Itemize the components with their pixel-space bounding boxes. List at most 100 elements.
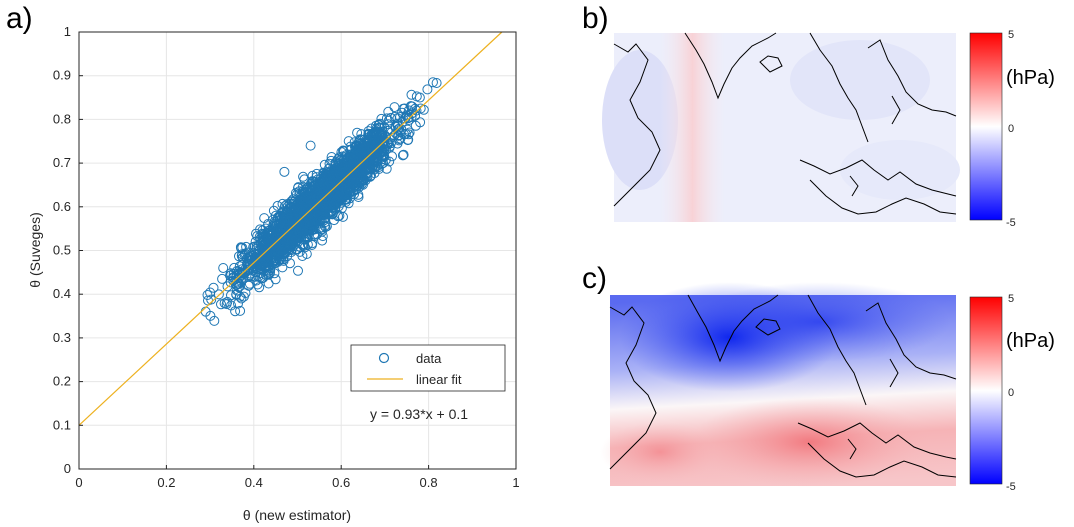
data-point: [264, 243, 275, 254]
fit-equation: y = 0.93*x + 0.1: [370, 406, 468, 422]
map-c-field: [600, 282, 956, 487]
data-point: [290, 224, 301, 235]
data-point: [318, 182, 329, 193]
data-point: [403, 134, 414, 145]
colorbar-b-tick-max: 5: [1008, 29, 1014, 41]
data-point: [268, 257, 279, 268]
data-point: [355, 150, 366, 161]
y-tick-label: 0.1: [53, 417, 71, 432]
data-point: [276, 251, 287, 262]
y-tick-label: 0.3: [53, 330, 71, 345]
x-axis-label: θ (new estimator): [243, 507, 351, 523]
data-point: [395, 133, 406, 144]
data-point: [209, 315, 220, 326]
data-point: [363, 150, 374, 161]
data-point: [291, 229, 302, 240]
data-point: [356, 146, 367, 157]
data-point: [364, 143, 375, 154]
colorbar-c-tick-min: -5: [1006, 481, 1016, 493]
fit-line: [78, 31, 503, 426]
data-point: [263, 269, 274, 280]
data-point: [285, 214, 296, 224]
data-point: [304, 223, 315, 234]
data-point: [234, 291, 245, 302]
data-point: [377, 131, 388, 142]
data-point: [240, 248, 251, 259]
data-point: [205, 287, 216, 298]
data-point: [298, 181, 308, 192]
data-point: [304, 219, 315, 230]
legend-data-marker: [378, 352, 390, 364]
data-point: [295, 241, 306, 252]
data-point: [334, 191, 345, 202]
data-point: [251, 261, 262, 272]
data-point: [385, 112, 396, 123]
data-point: [295, 231, 306, 242]
data-point: [354, 139, 365, 149]
data-point: [398, 149, 409, 160]
y-tick-label: 0.2: [53, 374, 71, 389]
data-point: [233, 298, 243, 309]
data-point: [357, 144, 368, 155]
data-point: [251, 228, 261, 239]
data-point: [393, 123, 404, 134]
data-point: [219, 298, 230, 309]
data-point: [362, 167, 373, 178]
data-point: [363, 128, 374, 139]
data-point: [338, 211, 348, 222]
colorbar-b-tick-min: -5: [1006, 217, 1016, 229]
data-points: [200, 77, 442, 326]
y-tick-label: 0.4: [53, 286, 71, 301]
legend-fit-label: linear fit: [416, 372, 462, 387]
x-tick-label: 1: [512, 475, 519, 490]
data-point: [286, 247, 297, 258]
x-tick-label: 0.6: [332, 475, 350, 490]
data-point: [309, 193, 320, 204]
data-point: [271, 243, 282, 254]
data-point: [273, 256, 284, 267]
data-point: [320, 201, 331, 212]
colorbar-c: [969, 296, 1003, 485]
data-point: [289, 205, 300, 216]
map-b: 5 0 -5 (hPa): [602, 29, 1055, 229]
data-point: [243, 265, 254, 276]
data-point: [379, 135, 390, 146]
data-point: [397, 150, 408, 161]
grid-lines: [78, 31, 517, 470]
data-point: [259, 213, 270, 224]
data-point: [230, 279, 241, 290]
data-point: [263, 278, 274, 289]
data-point: [304, 191, 315, 201]
map-b-field: [602, 33, 960, 222]
fit-line-group: [78, 31, 503, 426]
data-point: [318, 186, 329, 197]
scatter-chart: 0 0.2 0.4 0.6 0.8 1 0 0.1 0.2 0.3 0.4 0.5 0.6 0.7 0.8 0…: [27, 24, 520, 523]
colorbar-b-tick-mid: 0: [1008, 123, 1014, 135]
data-point: [313, 208, 324, 218]
data-point: [319, 205, 330, 216]
data-point: [304, 216, 315, 227]
data-point: [328, 165, 339, 176]
data-point: [226, 270, 237, 281]
data-point: [263, 226, 274, 237]
data-point: [235, 305, 246, 316]
data-point: [404, 127, 415, 138]
data-point: [339, 174, 350, 184]
x-tick-label: 0: [75, 475, 82, 490]
data-point: [377, 122, 387, 133]
data-point: [273, 245, 284, 256]
data-point: [321, 199, 332, 210]
data-point: [331, 197, 341, 208]
data-point: [312, 206, 323, 217]
data-point: [316, 191, 327, 202]
data-point: [338, 145, 349, 156]
data-point: [258, 235, 268, 246]
data-point: [320, 222, 331, 232]
panel-label-c: c): [582, 262, 607, 295]
y-tick-label: 0.6: [53, 199, 71, 214]
data-point: [330, 202, 341, 213]
data-point: [341, 180, 352, 191]
data-point: [399, 103, 410, 114]
map-b-coastlines: [613, 32, 957, 215]
data-point: [311, 168, 322, 179]
